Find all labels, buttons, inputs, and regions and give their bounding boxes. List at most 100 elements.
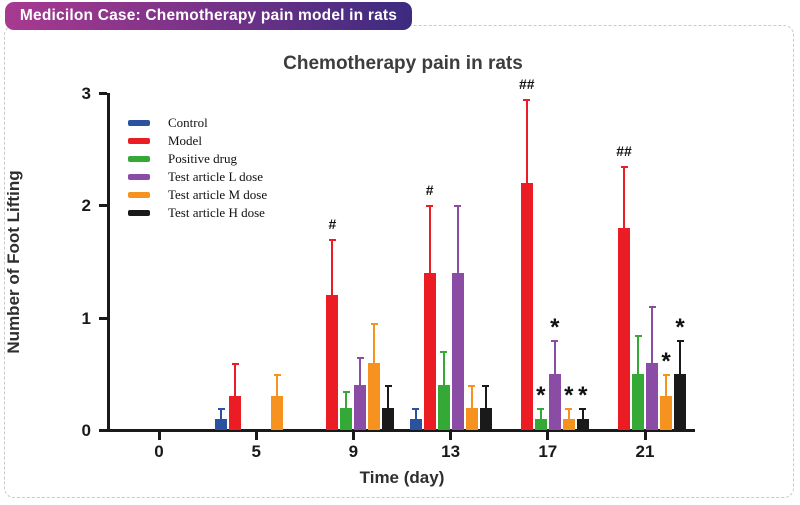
error-bar-line: [373, 323, 376, 363]
legend-label: Control: [168, 115, 208, 130]
bar-positive-drug: [534, 418, 547, 430]
significance-marker: *: [550, 314, 560, 342]
x-axis-line: [107, 429, 695, 432]
bar-test-article-l-dose: [451, 272, 464, 430]
error-bar-cap: [231, 362, 239, 365]
bar-test-article-m-dose: [465, 407, 478, 430]
x-tick-mark: [546, 432, 550, 440]
error-bar-cap: [370, 323, 378, 326]
bar-control: [215, 418, 228, 430]
legend-label: Test article M dose: [168, 187, 268, 202]
error-bar-line: [456, 205, 459, 273]
error-bar-cap: [328, 239, 336, 242]
y-tick-label: 3: [81, 84, 91, 104]
error-bar-line: [553, 340, 556, 374]
y-tick-mark: [99, 204, 107, 208]
legend-swatch: [128, 138, 150, 144]
error-bar-cap: [342, 390, 350, 393]
chart-title: Chemotherapy pain in rats: [283, 53, 523, 74]
case-badge: Medicilon Case: Chemotherapy pain model …: [5, 2, 412, 30]
bar-positive-drug: [340, 407, 353, 430]
error-bar-cap: [634, 334, 642, 337]
case-badge-label: Medicilon Case: Chemotherapy pain model …: [19, 7, 398, 24]
error-bar-cap: [217, 407, 225, 410]
bar-test-article-h-dose: [479, 407, 492, 430]
legend-swatch: [128, 174, 150, 180]
bar-test-article-h-dose: [674, 373, 686, 430]
legend-swatch: [128, 192, 150, 198]
bar-model: [618, 227, 630, 430]
error-bar-line: [345, 390, 348, 408]
x-tick-label: 21: [635, 442, 655, 461]
bar-test-article-m-dose: [271, 396, 284, 430]
y-tick-mark: [99, 92, 107, 96]
error-bar-line: [220, 407, 223, 419]
y-tick-mark: [99, 316, 107, 320]
error-bar-cap: [356, 357, 364, 359]
bar-model: [423, 272, 436, 430]
significance-marker: ##: [519, 75, 535, 92]
bar-test-article-h-dose: [576, 418, 589, 430]
error-bar-cap: [551, 340, 559, 343]
error-bar-line: [387, 385, 390, 408]
bar-positive-drug: [437, 385, 450, 430]
significance-marker: ##: [616, 143, 632, 160]
legend-item: Test article M dose: [128, 186, 267, 204]
x-tick-mark: [449, 432, 453, 440]
error-bar-line: [679, 340, 681, 374]
bar-test-article-l-dose: [354, 385, 367, 430]
error-bar-cap: [468, 385, 476, 388]
error-bar-line: [581, 407, 584, 419]
bar-test-article-m-dose: [562, 418, 575, 430]
error-bar-line: [414, 407, 417, 419]
x-tick-mark: [643, 432, 647, 440]
legend-item: Test article H dose: [128, 204, 267, 222]
bar-model: [229, 396, 242, 430]
x-tick-label: 13: [441, 442, 461, 461]
error-bar-cap: [523, 98, 531, 101]
x-tick-label: 5: [251, 442, 261, 461]
legend-label: Test article L dose: [168, 169, 263, 184]
bar-test-article-h-dose: [382, 407, 395, 430]
bar-positive-drug: [632, 373, 644, 430]
significance-marker: #: [425, 182, 434, 199]
bar-control: [409, 418, 422, 430]
error-bar-line: [484, 385, 487, 408]
x-tick-mark: [351, 432, 355, 440]
error-bar-line: [637, 334, 639, 374]
bar-test-article-m-dose: [660, 396, 672, 430]
legend-item: Test article L dose: [128, 168, 267, 186]
legend-item: Control: [128, 114, 267, 132]
legend-item: Model: [128, 132, 267, 150]
legend-item: Positive drug: [128, 150, 267, 168]
error-bar-line: [276, 373, 279, 397]
error-bar-cap: [662, 373, 670, 376]
x-axis-label: Time (day): [359, 468, 445, 487]
x-tick-mark: [157, 432, 161, 440]
y-tick-mark: [99, 429, 107, 432]
error-bar-line: [234, 362, 237, 397]
error-bar-line: [623, 166, 625, 228]
error-bar-line: [651, 306, 653, 363]
error-bar-cap: [273, 373, 281, 376]
y-tick-label: 0: [81, 421, 91, 440]
bar-test-article-l-dose: [646, 362, 658, 430]
y-axis-label: Number of Foot Lifting: [4, 170, 23, 354]
error-bar-cap: [440, 351, 448, 354]
error-bar-cap: [426, 205, 434, 208]
bar-model: [520, 182, 533, 430]
significance-marker: *: [675, 314, 685, 342]
y-axis-line: [107, 93, 110, 432]
error-bar-cap: [537, 407, 545, 410]
legend-swatch: [128, 210, 150, 216]
error-bar-cap: [676, 340, 684, 343]
x-tick-label: 17: [538, 442, 558, 461]
significance-marker: *: [578, 381, 588, 409]
significance-marker: *: [536, 381, 546, 409]
chart-legend: Control Model Positive drug Test article L …: [128, 114, 267, 222]
x-tick-mark: [254, 432, 258, 440]
x-tick-label: 9: [348, 442, 359, 461]
bar-test-article-l-dose: [548, 373, 561, 430]
error-bar-cap: [579, 407, 587, 410]
